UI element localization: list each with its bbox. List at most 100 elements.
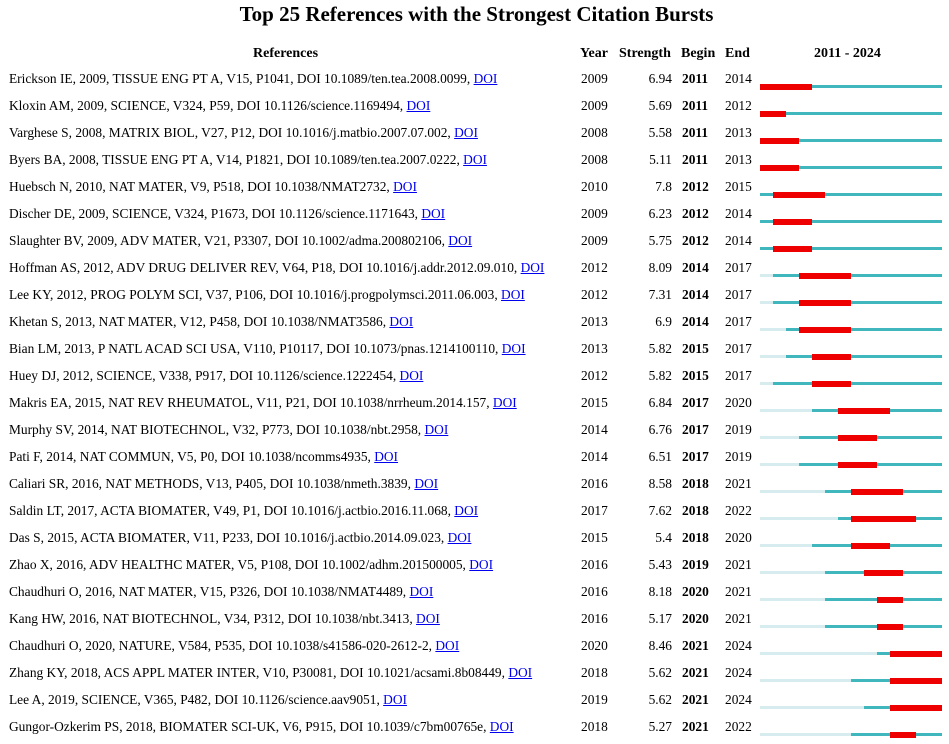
reference-text: Das S, 2015, ACTA BIOMATER, V11, P233, D… [9,530,448,545]
strength-cell: 6.84 [648,395,672,410]
burst-bar [773,245,812,252]
begin-cell: 2020 [682,611,709,626]
doi-link[interactable]: DOI [409,584,434,599]
pre-publication-segment [760,463,799,466]
end-cell: 2014 [725,206,752,221]
doi-link[interactable]: DOI [393,179,417,194]
year-cell: 2016 [581,476,608,491]
end-cell: 2024 [725,692,752,707]
strength-cell: 5.82 [648,368,672,383]
pre-publication-segment [760,679,851,682]
pre-publication-segment [760,301,773,304]
reference-text: Chaudhuri O, 2020, NATURE, V584, P535, D… [9,638,436,653]
doi-link[interactable]: DOI [374,449,399,464]
burst-bar [838,461,877,468]
pre-publication-segment [760,490,825,493]
reference-text: Varghese S, 2008, MATRIX BIOL, V27, P12,… [9,125,455,140]
reference-cell: Murphy SV, 2014, NAT BIOTECHNOL, V32, P7… [9,422,448,438]
doi-link[interactable]: DOI [469,557,494,572]
pre-publication-segment [760,274,773,277]
begin-cell: 2011 [682,125,709,140]
reference-text: Caliari SR, 2016, NAT METHODS, V13, P405… [9,476,415,491]
pre-publication-segment [760,652,877,655]
doi-link[interactable]: DOI [414,476,439,491]
year-cell: 2009 [581,98,608,113]
table-row: Kloxin AM, 2009, SCIENCE, V324, P59, DOI… [0,94,949,121]
strength-cell: 5.4 [655,530,672,545]
reference-cell: Huey DJ, 2012, SCIENCE, V338, P917, DOI … [9,368,423,384]
doi-link[interactable]: DOI [406,98,431,113]
year-cell: 2014 [581,449,608,464]
table-row: Pati F, 2014, NAT COMMUN, V5, P0, DOI 10… [0,445,949,472]
strength-cell: 5.43 [648,557,672,572]
table-row: Chaudhuri O, 2020, NATURE, V584, P535, D… [0,634,949,661]
strength-cell: 5.58 [648,125,672,140]
burst-bar [877,623,903,630]
active-segment [760,112,942,115]
burst-timeline [760,526,942,553]
pre-publication-segment [760,517,838,520]
strength-cell: 6.94 [648,71,672,86]
table-row: Chaudhuri O, 2016, NAT MATER, V15, P326,… [0,580,949,607]
active-segment [760,220,942,223]
end-cell: 2012 [725,98,752,113]
reference-cell: Chaudhuri O, 2020, NATURE, V584, P535, D… [9,638,459,654]
reference-text: Makris EA, 2015, NAT REV RHEUMATOL, V11,… [9,395,493,410]
end-cell: 2019 [725,449,752,464]
doi-link[interactable]: DOI [501,341,526,356]
begin-cell: 2018 [682,503,709,518]
reference-cell: Saldin LT, 2017, ACTA BIOMATER, V49, P1,… [9,503,478,519]
burst-bar [760,137,799,144]
begin-cell: 2021 [682,638,709,653]
header-year: Year [580,46,608,61]
table-row: Khetan S, 2013, NAT MATER, V12, P458, DO… [0,310,949,337]
burst-timeline [760,418,942,445]
burst-timeline [760,499,942,526]
doi-link[interactable]: DOI [448,233,473,248]
doi-link[interactable]: DOI [492,395,517,410]
begin-cell: 2012 [682,179,709,194]
doi-link[interactable]: DOI [435,638,460,653]
doi-link[interactable]: DOI [489,719,514,734]
doi-link[interactable]: DOI [508,665,533,680]
doi-link[interactable]: DOI [473,71,498,86]
burst-bar [799,272,851,279]
burst-bar [812,380,851,387]
burst-bar [799,299,851,306]
doi-link[interactable]: DOI [383,692,407,707]
strength-cell: 5.75 [648,233,672,248]
doi-link[interactable]: DOI [421,206,446,221]
strength-cell: 5.62 [648,665,672,680]
doi-link[interactable]: DOI [463,152,487,167]
pre-publication-segment [760,328,786,331]
pre-publication-segment [760,733,851,736]
header-strength: Strength [619,46,671,61]
doi-link[interactable]: DOI [447,530,472,545]
pre-publication-segment [760,544,812,547]
year-cell: 2015 [581,395,608,410]
reference-text: Zhang KY, 2018, ACS APPL MATER INTER, V1… [9,665,509,680]
strength-cell: 8.58 [648,476,672,491]
chart-title: Top 25 References with the Strongest Cit… [239,2,714,26]
year-cell: 2018 [581,665,608,680]
doi-link[interactable]: DOI [520,260,545,275]
reference-cell: Zhang KY, 2018, ACS APPL MATER INTER, V1… [9,665,532,681]
end-cell: 2017 [725,341,752,356]
doi-link[interactable]: DOI [454,125,478,140]
doi-link[interactable]: DOI [424,422,449,437]
reference-cell: Zhao X, 2016, ADV HEALTHC MATER, V5, P10… [9,557,493,573]
doi-link[interactable]: DOI [501,287,525,302]
doi-link[interactable]: DOI [454,503,479,518]
table-row: Slaughter BV, 2009, ADV MATER, V21, P330… [0,229,949,256]
doi-link[interactable]: DOI [399,368,424,383]
year-cell: 2018 [581,719,608,734]
active-segment [773,274,942,277]
active-segment [760,193,942,196]
burst-bar [760,164,799,171]
doi-link[interactable]: DOI [416,611,440,626]
doi-link[interactable]: DOI [389,314,414,329]
burst-timeline [760,391,942,418]
pre-publication-segment [760,598,825,601]
end-cell: 2017 [725,368,752,383]
table-row: Caliari SR, 2016, NAT METHODS, V13, P405… [0,472,949,499]
